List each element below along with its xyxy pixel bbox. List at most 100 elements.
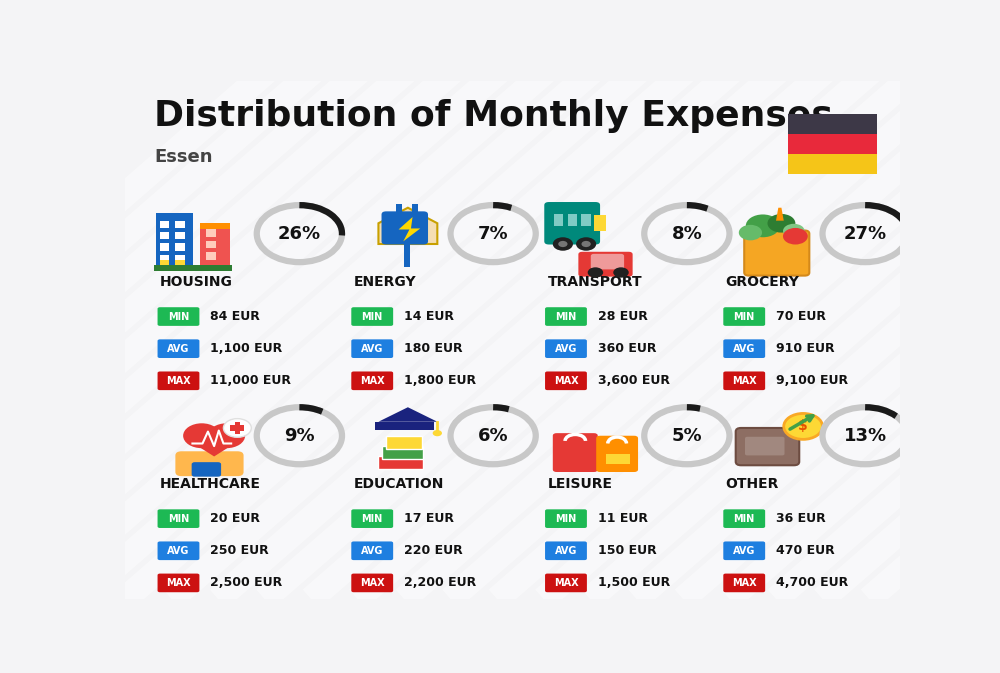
Circle shape bbox=[784, 413, 822, 439]
FancyBboxPatch shape bbox=[404, 239, 410, 267]
Text: 1,100 EUR: 1,100 EUR bbox=[210, 342, 283, 355]
FancyBboxPatch shape bbox=[594, 215, 606, 231]
Text: AVG: AVG bbox=[555, 344, 577, 354]
FancyBboxPatch shape bbox=[545, 509, 587, 528]
Circle shape bbox=[553, 238, 573, 251]
Text: MAX: MAX bbox=[360, 376, 385, 386]
FancyBboxPatch shape bbox=[744, 231, 809, 276]
FancyBboxPatch shape bbox=[578, 252, 633, 277]
Text: HOUSING: HOUSING bbox=[160, 275, 233, 289]
Text: TRANSPORT: TRANSPORT bbox=[547, 275, 642, 289]
FancyBboxPatch shape bbox=[158, 542, 199, 560]
FancyBboxPatch shape bbox=[160, 232, 169, 240]
Text: 27%: 27% bbox=[844, 225, 887, 243]
Circle shape bbox=[223, 419, 251, 437]
Text: ENERGY: ENERGY bbox=[354, 275, 416, 289]
Text: Essen: Essen bbox=[154, 148, 213, 166]
FancyBboxPatch shape bbox=[235, 422, 240, 434]
Text: MAX: MAX bbox=[166, 578, 191, 588]
Text: AVG: AVG bbox=[555, 546, 577, 556]
Text: 9,100 EUR: 9,100 EUR bbox=[776, 374, 848, 387]
FancyBboxPatch shape bbox=[351, 339, 393, 358]
Text: 2,200 EUR: 2,200 EUR bbox=[404, 576, 476, 590]
Text: 4,700 EUR: 4,700 EUR bbox=[776, 576, 848, 590]
Circle shape bbox=[183, 423, 220, 448]
FancyBboxPatch shape bbox=[723, 339, 765, 358]
Circle shape bbox=[746, 215, 780, 238]
Text: MIN: MIN bbox=[168, 312, 189, 322]
Text: MIN: MIN bbox=[734, 513, 755, 524]
FancyBboxPatch shape bbox=[554, 215, 563, 226]
FancyBboxPatch shape bbox=[581, 215, 591, 226]
FancyBboxPatch shape bbox=[788, 114, 877, 135]
FancyBboxPatch shape bbox=[545, 371, 587, 390]
FancyBboxPatch shape bbox=[175, 244, 185, 251]
Text: 9%: 9% bbox=[284, 427, 315, 445]
FancyBboxPatch shape bbox=[175, 232, 185, 240]
Text: 20 EUR: 20 EUR bbox=[210, 512, 260, 525]
Text: 11,000 EUR: 11,000 EUR bbox=[210, 374, 291, 387]
Text: 5%: 5% bbox=[672, 427, 702, 445]
Text: 11 EUR: 11 EUR bbox=[598, 512, 648, 525]
FancyBboxPatch shape bbox=[723, 542, 765, 560]
Polygon shape bbox=[185, 438, 244, 456]
FancyBboxPatch shape bbox=[723, 509, 765, 528]
Text: LEISURE: LEISURE bbox=[547, 477, 612, 491]
FancyBboxPatch shape bbox=[351, 307, 393, 326]
FancyBboxPatch shape bbox=[158, 371, 199, 390]
FancyBboxPatch shape bbox=[160, 255, 169, 262]
FancyBboxPatch shape bbox=[175, 452, 244, 476]
Circle shape bbox=[588, 267, 603, 278]
Text: MIN: MIN bbox=[362, 312, 383, 322]
Text: 36 EUR: 36 EUR bbox=[776, 512, 826, 525]
FancyBboxPatch shape bbox=[544, 202, 600, 244]
FancyBboxPatch shape bbox=[723, 573, 765, 592]
FancyBboxPatch shape bbox=[596, 435, 638, 472]
FancyBboxPatch shape bbox=[351, 573, 393, 592]
FancyBboxPatch shape bbox=[788, 154, 877, 174]
Text: MIN: MIN bbox=[168, 513, 189, 524]
Text: 360 EUR: 360 EUR bbox=[598, 342, 656, 355]
FancyBboxPatch shape bbox=[206, 252, 216, 260]
Text: EDUCATION: EDUCATION bbox=[354, 477, 444, 491]
Circle shape bbox=[576, 238, 596, 251]
Text: 8%: 8% bbox=[672, 225, 702, 243]
Text: 3,600 EUR: 3,600 EUR bbox=[598, 374, 670, 387]
Polygon shape bbox=[378, 208, 437, 244]
FancyBboxPatch shape bbox=[386, 435, 422, 449]
Text: AVG: AVG bbox=[361, 344, 383, 354]
FancyBboxPatch shape bbox=[206, 241, 216, 248]
Text: 26%: 26% bbox=[278, 225, 321, 243]
Circle shape bbox=[613, 267, 629, 278]
FancyBboxPatch shape bbox=[175, 221, 185, 228]
FancyBboxPatch shape bbox=[553, 433, 598, 472]
Circle shape bbox=[433, 430, 442, 436]
FancyBboxPatch shape bbox=[375, 422, 434, 429]
FancyBboxPatch shape bbox=[175, 260, 185, 264]
Text: 910 EUR: 910 EUR bbox=[776, 342, 835, 355]
FancyBboxPatch shape bbox=[396, 204, 402, 215]
Text: 70 EUR: 70 EUR bbox=[776, 310, 826, 323]
FancyBboxPatch shape bbox=[156, 213, 193, 267]
FancyBboxPatch shape bbox=[351, 509, 393, 528]
Text: MAX: MAX bbox=[554, 376, 578, 386]
Text: MAX: MAX bbox=[732, 578, 757, 588]
Text: MAX: MAX bbox=[166, 376, 191, 386]
Text: AVG: AVG bbox=[167, 546, 190, 556]
FancyBboxPatch shape bbox=[160, 221, 169, 228]
Text: 1,500 EUR: 1,500 EUR bbox=[598, 576, 670, 590]
FancyBboxPatch shape bbox=[158, 509, 199, 528]
FancyBboxPatch shape bbox=[606, 454, 630, 464]
Text: 84 EUR: 84 EUR bbox=[210, 310, 260, 323]
FancyBboxPatch shape bbox=[378, 456, 423, 470]
FancyBboxPatch shape bbox=[200, 223, 230, 229]
FancyBboxPatch shape bbox=[382, 446, 423, 459]
Circle shape bbox=[767, 214, 795, 233]
Text: MIN: MIN bbox=[362, 513, 383, 524]
Circle shape bbox=[558, 241, 568, 247]
Text: 150 EUR: 150 EUR bbox=[598, 544, 656, 557]
Text: 28 EUR: 28 EUR bbox=[598, 310, 648, 323]
Text: 6%: 6% bbox=[478, 427, 508, 445]
FancyBboxPatch shape bbox=[158, 573, 199, 592]
Text: 220 EUR: 220 EUR bbox=[404, 544, 463, 557]
